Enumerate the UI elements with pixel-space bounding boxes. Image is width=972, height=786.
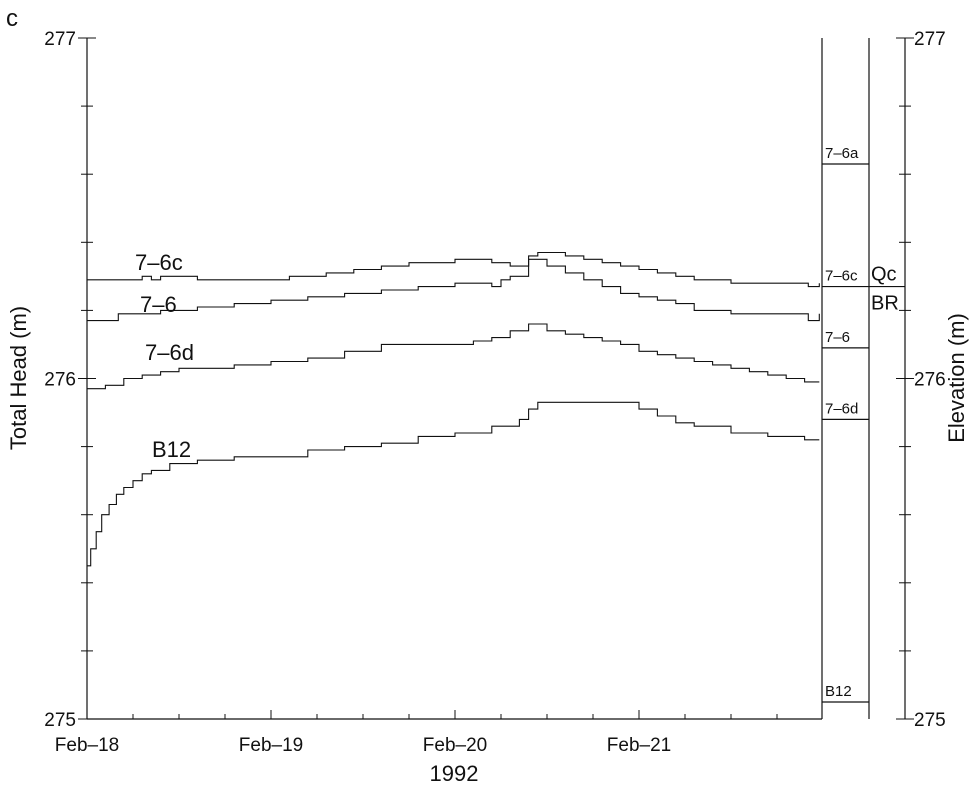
x-tick-label: Feb–18 xyxy=(55,735,119,756)
y-right-ticks xyxy=(896,37,914,720)
well-column: 7–6a 7–6c 7–6 7–6d B12 xyxy=(821,38,870,719)
series-line-2 xyxy=(87,323,820,390)
x-tick-label: Feb–20 xyxy=(423,735,487,756)
well-screen-label: 7–6 xyxy=(825,329,850,346)
x-tick-label: Feb–21 xyxy=(607,735,671,756)
y-left-tick-label: 277 xyxy=(44,29,76,50)
plot-area xyxy=(78,37,822,720)
y-left-tick-label: 276 xyxy=(44,370,76,391)
series-label-7-6c: 7–6c xyxy=(135,250,183,275)
stratigraphy-column: Qc BR xyxy=(869,37,914,720)
upper-unit-label: Qc xyxy=(871,264,897,286)
series-layer xyxy=(87,251,820,567)
y-axis-title-left: Total Head (m) xyxy=(6,306,31,450)
y-axis-title-right: Elevation (m) xyxy=(944,313,969,443)
y-left-tick-label: 275 xyxy=(44,710,76,731)
lower-unit-label: BR xyxy=(871,293,899,315)
y-right-tick-label: 277 xyxy=(914,29,946,50)
series-line-1 xyxy=(87,258,820,322)
x-axis-title: 1992 xyxy=(430,761,479,786)
x-tick-label: Feb–19 xyxy=(239,735,303,756)
well-screen-label: 7–6a xyxy=(825,145,859,162)
series-line-0 xyxy=(87,251,820,288)
well-screen-label: B12 xyxy=(825,683,852,700)
series-label-7-6d: 7–6d xyxy=(145,340,194,365)
panel-letter: c xyxy=(6,5,18,32)
y-left-ticks xyxy=(78,37,96,720)
well-screen-label: 7–6d xyxy=(825,400,858,417)
series-label-7-6: 7–6 xyxy=(140,292,177,317)
y-right-tick-label: 276 xyxy=(914,370,946,391)
series-label-b12: B12 xyxy=(152,437,191,462)
series-line-3 xyxy=(87,401,820,567)
y-right-tick-label: 275 xyxy=(914,710,946,731)
well-screens: 7–6a 7–6c 7–6 7–6d B12 xyxy=(822,145,869,703)
well-screen-label: 7–6c xyxy=(825,268,858,285)
x-minor-ticks xyxy=(86,710,778,719)
